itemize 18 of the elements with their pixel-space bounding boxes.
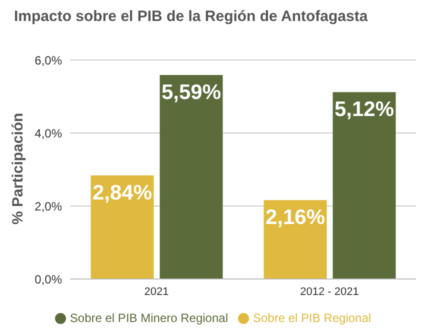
legend-label: Sobre el PIB Minero Regional bbox=[70, 311, 228, 325]
y-axis-title: % Participación bbox=[9, 112, 26, 224]
y-tick-label: 4,0% bbox=[34, 126, 62, 140]
y-tick-label: 6,0% bbox=[34, 53, 62, 68]
data-label: 2,84% bbox=[92, 181, 152, 204]
y-tick-label: 0,0% bbox=[34, 272, 62, 286]
data-label: 2,16% bbox=[265, 206, 326, 230]
data-label: 5,59% bbox=[161, 80, 222, 104]
bar bbox=[264, 200, 327, 279]
data-label: 5,12% bbox=[334, 98, 394, 122]
legend-label: Sobre el PIB Regional bbox=[253, 311, 372, 325]
y-tick-label: 2,0% bbox=[34, 199, 62, 214]
chart-title: Impacto sobre el PIB de la Región de Antofagasta bbox=[14, 8, 368, 25]
bar bbox=[160, 74, 223, 279]
bar bbox=[332, 92, 396, 279]
x-tick-label: 2021 bbox=[144, 286, 169, 298]
x-tick-label: 2012 - 2021 bbox=[300, 286, 359, 298]
bar bbox=[90, 175, 154, 279]
